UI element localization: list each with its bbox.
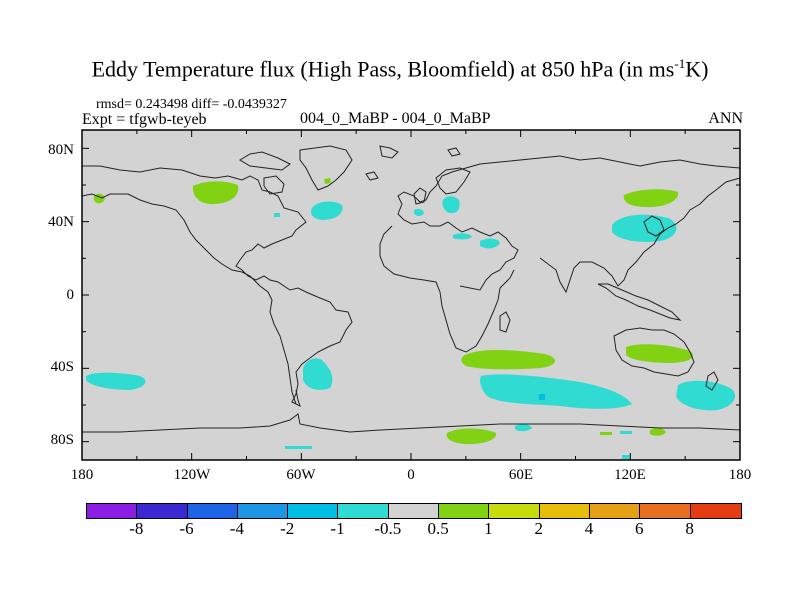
colorbar-swatch	[589, 504, 641, 518]
y-tick-label: 0	[66, 287, 75, 303]
x-tick-label: 60E	[508, 467, 534, 483]
coastlines	[81, 145, 741, 433]
experiment-label: Expt = tfgwb-teyeb	[82, 111, 207, 128]
colorbar-swatch	[338, 504, 389, 518]
colorbar-swatch	[87, 504, 138, 518]
colorbar	[86, 503, 742, 519]
patch-south-america	[303, 358, 333, 390]
coast-north-america	[82, 165, 353, 407]
coast-arctic-top	[379, 145, 399, 159]
patch-iberia	[414, 209, 424, 216]
colorbar-label: 6	[635, 519, 644, 538]
coast-japan	[643, 215, 665, 237]
patch-europe	[442, 196, 460, 214]
coast-west-americas	[81, 193, 297, 405]
colorbar-swatch	[439, 504, 490, 518]
colorbar-swatch	[237, 504, 289, 518]
colorbar-label: -2	[280, 519, 295, 538]
patch-southwest-pacific	[676, 380, 736, 411]
title-end: K)	[685, 56, 709, 82]
x-tick-label: 180	[70, 467, 94, 483]
x-tick-label: 60W	[286, 467, 316, 483]
colorbar-label: 4	[584, 519, 594, 538]
x-tick-label: 0	[407, 467, 415, 483]
map-background	[82, 130, 740, 460]
colorbar-swatch	[288, 504, 339, 518]
patch-southern-core	[539, 394, 545, 400]
season-label: ANN	[708, 110, 743, 127]
axis-ticks	[81, 130, 741, 460]
y-tick-label: 80N	[48, 142, 74, 158]
colorbar-swatch	[640, 504, 691, 518]
patch-australia-south	[626, 344, 694, 363]
patch-pacific-ne	[623, 189, 679, 208]
colorbar-swatch	[690, 504, 741, 518]
patch-antarctic-atlantic	[446, 428, 497, 445]
patch-north-america	[192, 181, 239, 205]
coast-new-zealand	[705, 371, 719, 391]
coast-arctic-islands	[239, 151, 291, 171]
coast-india	[539, 177, 741, 294]
coast-hudson	[263, 175, 285, 195]
y-tick-label: 40S	[50, 359, 74, 375]
y-tick-label: 40N	[48, 214, 74, 230]
colorbar-label: 8	[685, 519, 694, 538]
coast-indonesia	[597, 283, 682, 321]
coast-australia	[613, 327, 695, 377]
coast-uk	[413, 187, 427, 205]
patch-greenland-small	[274, 213, 280, 217]
x-tick-label: 180	[728, 467, 752, 483]
patch-southern-ocean	[480, 374, 632, 409]
colorbar-label: -1	[330, 519, 345, 538]
colorbar-label: 2	[534, 519, 543, 538]
coast-eurasia	[397, 155, 741, 291]
coast-svalbard	[447, 147, 461, 157]
plot-title: Eddy Temperature flux (High Pass, Bloomf…	[0, 56, 800, 82]
patch-greenland	[324, 178, 331, 184]
colorbar-swatch	[137, 504, 188, 518]
colorbar-swatch	[388, 504, 440, 518]
x-tick-label: 120W	[173, 467, 211, 483]
colorbar-swatch	[489, 504, 540, 518]
case-label: 004_0_MaBP - 004_0_MaBP	[300, 110, 491, 127]
x-tick-label: 120E	[614, 467, 646, 483]
colorbar-label: -8	[129, 519, 144, 538]
stats-label: rmsd= 0.243498 diff= -0.0439327	[96, 97, 287, 112]
patch-middle-east	[480, 238, 500, 249]
patch-south-indian	[461, 349, 556, 370]
colorbar-label: -6	[179, 519, 194, 538]
colorbar-label: 1	[484, 519, 493, 538]
patch-antarctic-cyan-2	[620, 431, 632, 434]
y-tick-label: 80S	[50, 432, 74, 448]
patch-antarctic-pacific	[650, 428, 666, 436]
coast-iceland	[365, 171, 379, 181]
patch-antarctic-cyan-1	[515, 424, 532, 432]
coast-scandinavia	[435, 167, 471, 195]
positive-flux-patches	[94, 178, 694, 445]
patch-south-pacific	[86, 372, 146, 390]
coast-antarctica	[82, 413, 741, 433]
patch-bottom-right	[622, 455, 630, 459]
coast-greenland	[299, 145, 353, 191]
colorbar-label: -0.5	[374, 519, 402, 538]
patch-antarctic-indian	[600, 432, 612, 435]
patch-north-atlantic	[311, 201, 343, 220]
colorbar-label: -4	[229, 519, 244, 538]
title-main: Eddy Temperature flux (High Pass, Bloomf…	[91, 56, 675, 82]
coast-africa	[379, 225, 515, 353]
title-superscript: -1	[674, 56, 686, 71]
coast-madagascar	[499, 311, 511, 333]
patch-mediterranean	[453, 233, 472, 240]
colorbar-label: 0.5	[427, 519, 449, 538]
patch-antarctic-cyan-3	[285, 446, 312, 449]
colorbar-swatch	[539, 504, 590, 518]
stronger-negative-patches	[539, 394, 545, 400]
colorbar-swatch	[187, 504, 238, 518]
